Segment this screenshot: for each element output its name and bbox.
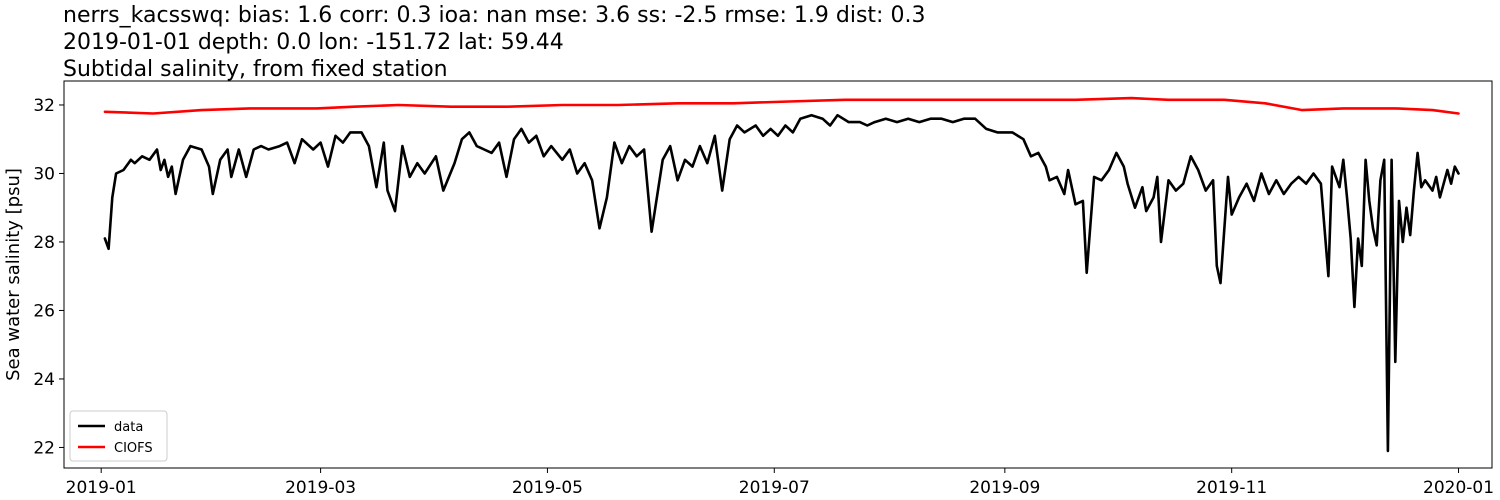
series-layer bbox=[103, 96, 1460, 453]
title-line-2: 2019-01-01 depth: 0.0 lon: -151.72 lat: … bbox=[63, 30, 564, 55]
y-tick-label: 30 bbox=[33, 164, 55, 184]
title-line-3: Subtidal salinity, from fixed station bbox=[63, 57, 448, 82]
x-tick-label: 2020-01 bbox=[1423, 478, 1494, 498]
y-axis: 22 24 26 28 30 32 bbox=[33, 96, 64, 458]
y-tick-label: 24 bbox=[33, 370, 55, 390]
legend-label-ciofs: CIOFS bbox=[114, 441, 153, 456]
x-tick-label: 2019-11 bbox=[1196, 478, 1267, 498]
title-line-1: nerrs_kacsswq: bias: 1.6 corr: 0.3 ioa: … bbox=[63, 3, 925, 28]
x-tick-label: 2019-03 bbox=[285, 478, 356, 498]
x-tick-label: 2019-01 bbox=[66, 478, 137, 498]
y-tick-label: 32 bbox=[33, 96, 55, 116]
legend-box bbox=[69, 410, 168, 462]
plot-area-frame bbox=[63, 80, 1493, 469]
series-line-ciofs bbox=[103, 96, 1460, 115]
x-tick-label: 2019-05 bbox=[512, 478, 583, 498]
legend: data CIOFS bbox=[69, 410, 168, 462]
chart-title-block: nerrs_kacsswq: bias: 1.6 corr: 0.3 ioa: … bbox=[63, 3, 925, 82]
legend-label-data: data bbox=[114, 420, 143, 435]
x-axis: 2019-01 2019-03 2019-05 2019-07 2019-09 2019-… bbox=[66, 468, 1494, 498]
series-line-data bbox=[103, 113, 1460, 453]
x-tick-label: 2019-07 bbox=[739, 478, 810, 498]
y-tick-label: 28 bbox=[33, 233, 55, 253]
x-tick-label: 2019-09 bbox=[969, 478, 1040, 498]
y-tick-label: 22 bbox=[33, 438, 55, 458]
y-tick-label: 26 bbox=[33, 301, 55, 321]
y-axis-label: Sea water salinity [psu] bbox=[3, 168, 24, 381]
